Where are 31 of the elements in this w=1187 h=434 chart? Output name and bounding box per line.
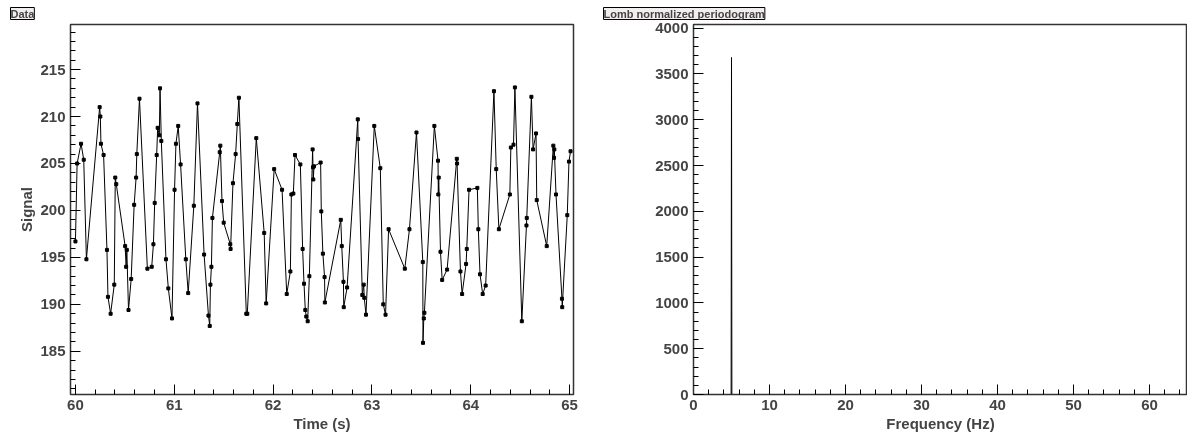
- y-axis-title: Signal: [18, 186, 36, 232]
- y-tick-label: 205: [40, 154, 66, 172]
- y-tick-label: 3000: [655, 110, 689, 128]
- chart-title: Lomb normalized periodogram: [603, 7, 766, 20]
- x-tick-label: 20: [837, 395, 854, 413]
- y-tick-label: 2500: [655, 156, 689, 174]
- y-tick-label: 4000: [655, 19, 689, 37]
- x-tick-label: 30: [913, 395, 930, 413]
- x-tick-label: 40: [989, 395, 1006, 413]
- x-tick-label: 62: [264, 395, 282, 413]
- x-axis-title: Frequency (Hz): [886, 414, 995, 432]
- y-tick-label: 200: [40, 201, 66, 219]
- x-tick-label: 63: [363, 395, 381, 413]
- y-tick-label: 215: [40, 60, 66, 78]
- y-tick-label: 210: [40, 107, 66, 125]
- x-tick-label: 10: [761, 395, 778, 413]
- y-tick-label: 500: [663, 339, 689, 357]
- y-tick-label: 3500: [655, 64, 689, 82]
- x-tick-label: 61: [165, 395, 183, 413]
- x-tick-label: 60: [1141, 395, 1158, 413]
- x-tick-label: 65: [561, 395, 578, 413]
- y-tick-label: 190: [40, 295, 66, 313]
- y-tick-label: 1000: [655, 293, 689, 311]
- x-tick-label: 50: [1065, 395, 1082, 413]
- x-tick-label: 64: [462, 395, 480, 413]
- x-axis-title: Time (s): [293, 414, 351, 432]
- y-tick-label: 195: [40, 248, 66, 266]
- x-tick-label: 60: [67, 395, 84, 413]
- y-tick-label: 185: [40, 342, 66, 360]
- y-tick-label: 2000: [655, 202, 689, 220]
- y-tick-label: 1500: [655, 248, 689, 266]
